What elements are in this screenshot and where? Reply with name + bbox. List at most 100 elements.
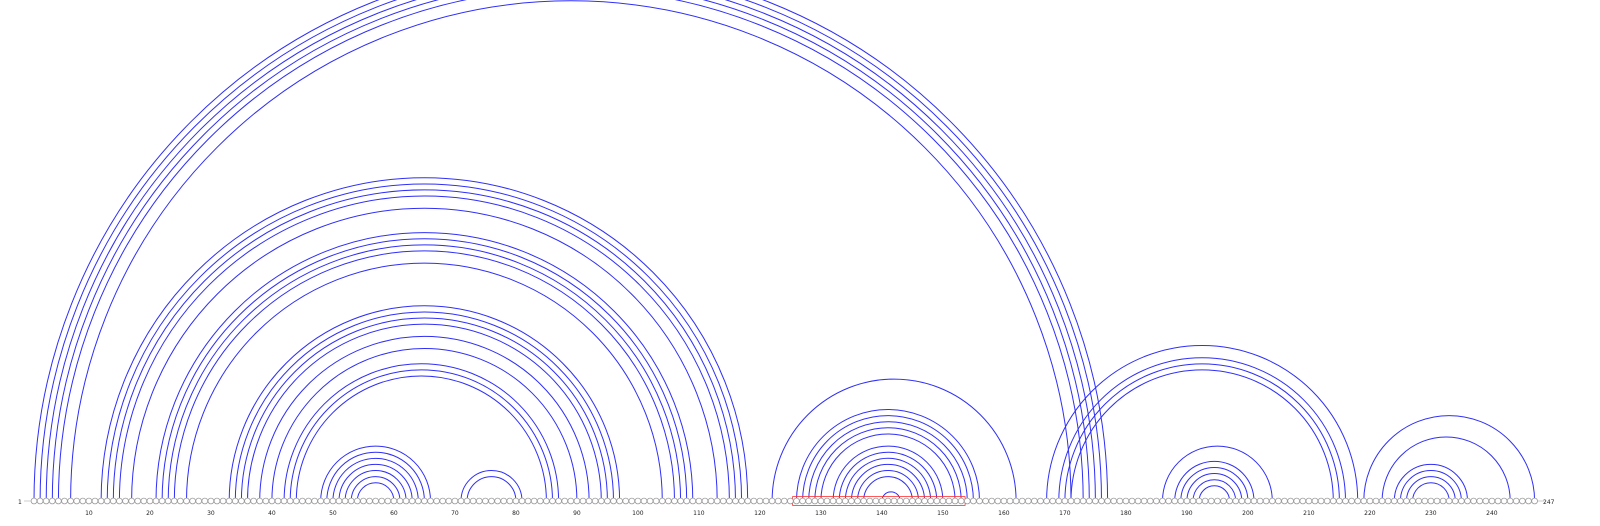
nucleotide [347, 497, 355, 505]
nucleotide [439, 497, 447, 505]
nucleotide [85, 497, 93, 505]
nucleotide [976, 497, 983, 505]
base-pair-arc [814, 427, 962, 502]
nucleotide [567, 497, 575, 505]
nucleotide [1488, 497, 1496, 505]
nucleotide [164, 497, 172, 505]
nucleotide [555, 497, 562, 505]
nucleotide [1372, 497, 1380, 505]
nucleotide [1031, 497, 1038, 505]
nucleotide [549, 497, 556, 505]
nucleotide [665, 497, 672, 505]
nucleotide [646, 497, 654, 505]
start-label: 1 [18, 499, 22, 506]
nucleotide [475, 497, 483, 505]
nucleotide [1250, 497, 1258, 505]
nucleotide [384, 497, 392, 505]
nucleotide [1201, 497, 1209, 505]
base-pair-arc [820, 433, 956, 502]
nucleotide [506, 497, 514, 505]
nucleotide [884, 497, 892, 505]
nucleotide [427, 497, 434, 505]
base-pair-arc [460, 470, 523, 502]
nucleotide [1110, 497, 1117, 505]
nucleotide [1409, 497, 1416, 505]
nucleotide [561, 497, 568, 505]
nucleotide [787, 497, 794, 505]
tick-label: 110 [693, 510, 705, 517]
nucleotide [244, 497, 251, 505]
base-pair-arc [1406, 476, 1456, 502]
base-pair-arc [1162, 445, 1273, 502]
nucleotide [1098, 497, 1105, 505]
base-pair-arc [234, 311, 614, 502]
nucleotide [872, 497, 880, 505]
nucleotide [1043, 497, 1050, 505]
nucleotide [957, 497, 965, 505]
tick-label: 30 [207, 510, 215, 517]
nucleotide [774, 497, 782, 505]
nucleotide [835, 497, 843, 505]
nucleotide [189, 497, 196, 505]
base-pair-arc [1198, 485, 1231, 502]
nucleotide [1049, 497, 1056, 505]
nucleotide [1189, 497, 1197, 505]
nucleotide [1262, 497, 1270, 505]
nucleotide [585, 497, 593, 505]
nucleotide [1470, 497, 1477, 505]
nucleotide [726, 497, 733, 505]
tick-label: 230 [1425, 510, 1437, 517]
nucleotide [360, 497, 367, 505]
nucleotide [414, 497, 422, 505]
tick-label: 50 [329, 510, 337, 517]
nucleotide [268, 497, 276, 505]
tick-label: 90 [573, 510, 581, 517]
nucleotide [536, 497, 544, 505]
nucleotide [1171, 497, 1178, 505]
tick-label: 60 [390, 510, 398, 517]
nucleotide [396, 497, 404, 505]
nucleotide [1037, 497, 1044, 505]
nucleotide [1025, 497, 1032, 505]
tick-label: 190 [1181, 510, 1193, 517]
nucleotide [1092, 497, 1099, 505]
nucleotide [1238, 497, 1246, 505]
tick-label: 220 [1364, 510, 1376, 517]
tick-label: 180 [1120, 510, 1132, 517]
nucleotide [1061, 497, 1069, 505]
tick-label: 150 [937, 510, 949, 517]
nucleotide [110, 497, 117, 505]
nucleotide [982, 497, 989, 505]
nucleotide [1360, 497, 1368, 505]
tick-label: 200 [1242, 510, 1254, 517]
nucleotide [73, 497, 80, 505]
nucleotide [848, 497, 855, 505]
nucleotide [1323, 497, 1331, 505]
nucleotide [1299, 497, 1307, 505]
nucleotide [1403, 497, 1410, 505]
nucleotide [408, 497, 416, 505]
nucleotide [286, 497, 294, 505]
nucleotide [335, 497, 343, 505]
nucleotide [1232, 497, 1239, 505]
nucleotide [1445, 497, 1453, 505]
nucleotide [402, 497, 410, 505]
nucleotide [719, 497, 727, 505]
base-pair-arc [295, 375, 547, 502]
base-pair-arc [70, 0, 1072, 502]
end-label: 247 [1543, 499, 1555, 506]
nucleotide [951, 497, 959, 505]
nucleotide [860, 497, 867, 505]
nucleotide [213, 497, 221, 505]
tick-label: 160 [998, 510, 1010, 517]
tick-label: 70 [451, 510, 459, 517]
nucleotide [183, 497, 190, 505]
nucleotide [146, 497, 154, 505]
nucleotide [1439, 497, 1447, 505]
nucleotide [750, 497, 758, 505]
base-pair-arc [247, 323, 602, 502]
base-pair-arc [106, 183, 743, 502]
base-pair-arc [289, 369, 553, 502]
base-pair-arc [1174, 460, 1255, 502]
tick-label: 240 [1486, 510, 1498, 517]
